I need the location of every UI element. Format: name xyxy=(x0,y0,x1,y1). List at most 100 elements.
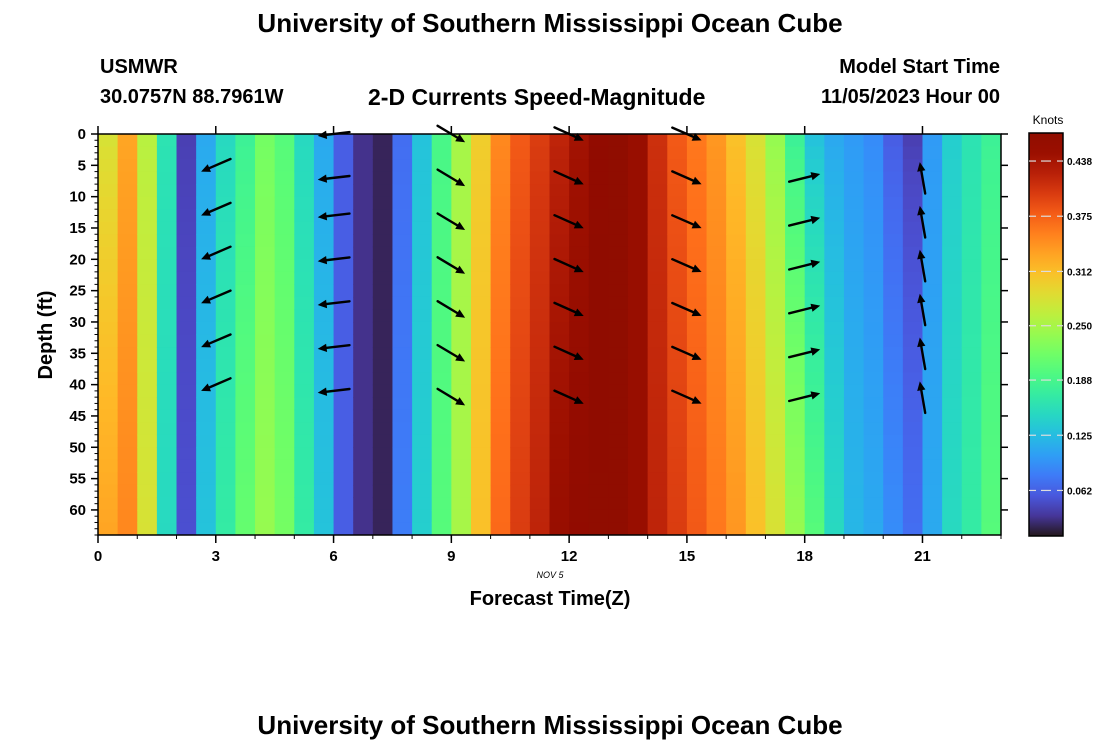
heatmap-cell xyxy=(647,146,668,160)
heatmap-cell xyxy=(529,159,551,173)
heatmap-cell xyxy=(372,296,394,311)
heatmap-cell xyxy=(863,397,884,411)
heatmap-cell xyxy=(981,484,1001,499)
heatmap-cell xyxy=(942,359,963,373)
heatmap-cell xyxy=(313,459,335,473)
heatmap-cell xyxy=(333,409,354,423)
heatmap-cell xyxy=(431,334,452,348)
heatmap-cell xyxy=(215,309,237,323)
heatmap-cell xyxy=(215,271,237,285)
heatmap-cell xyxy=(745,409,767,423)
heatmap-cell xyxy=(255,171,276,185)
heatmap-cell xyxy=(274,309,295,323)
heatmap-cell xyxy=(294,246,315,260)
heatmap-cell xyxy=(117,321,138,336)
x-tick-label: 15 xyxy=(679,548,696,565)
heatmap-cell xyxy=(372,397,394,411)
heatmap-cell xyxy=(274,246,295,260)
heatmap-cell xyxy=(588,447,609,461)
heatmap-cell xyxy=(804,372,825,386)
heatmap-cell xyxy=(392,171,413,185)
heatmap-cell xyxy=(569,459,590,473)
heatmap-cell xyxy=(196,146,217,160)
heatmap-cell xyxy=(412,221,433,235)
heatmap-cell xyxy=(843,246,865,260)
heatmap-cell xyxy=(804,472,825,486)
current-arrow xyxy=(436,387,466,406)
heatmap-cell xyxy=(470,271,492,285)
heatmap-cell xyxy=(686,347,708,361)
heatmap-cell xyxy=(961,196,982,210)
heatmap-cell xyxy=(196,309,217,323)
heatmap-cell xyxy=(156,146,178,160)
heatmap-cell xyxy=(117,184,138,198)
heatmap-cell xyxy=(294,171,315,185)
heatmap-cell xyxy=(843,134,865,148)
heatmap-cell xyxy=(156,196,178,210)
heatmap-cell xyxy=(843,372,865,386)
heatmap-cell xyxy=(961,434,982,448)
y-tick-label: 35 xyxy=(69,345,86,362)
heatmap-cell xyxy=(902,422,924,436)
heatmap-cell xyxy=(902,296,924,311)
heatmap-cell xyxy=(942,309,963,323)
heatmap-cell xyxy=(569,347,590,361)
heatmap-cell xyxy=(549,509,570,524)
y-tick-label: 45 xyxy=(69,408,86,425)
heatmap-cell xyxy=(412,171,433,185)
heatmap-cell xyxy=(706,309,727,323)
heatmap-cell xyxy=(490,372,511,386)
heatmap-cell xyxy=(255,271,276,285)
heatmap-cell xyxy=(902,484,924,499)
heatmap-cell xyxy=(549,271,570,285)
heatmap-cell xyxy=(470,359,492,373)
heatmap-cell xyxy=(628,196,649,210)
heatmap-cell xyxy=(333,321,354,336)
heatmap-cell xyxy=(510,384,531,398)
heatmap-cell xyxy=(667,497,688,511)
heatmap-cell xyxy=(510,259,531,273)
heatmap-cell xyxy=(902,309,924,323)
heatmap-cell xyxy=(824,434,845,448)
y-tick-label: 20 xyxy=(69,251,86,268)
heatmap-cell xyxy=(981,171,1001,185)
heatmap-cell xyxy=(765,459,786,473)
heatmap-cell xyxy=(804,434,825,448)
heatmap-cell xyxy=(353,359,374,373)
heatmap-cell xyxy=(843,209,865,223)
heatmap-cell xyxy=(333,159,354,173)
heatmap-cell xyxy=(98,246,119,260)
heatmap-cell xyxy=(981,146,1001,160)
heatmap-cell xyxy=(235,246,256,260)
heatmap-cell xyxy=(529,334,551,348)
heatmap-cell xyxy=(176,184,197,198)
heatmap-cell xyxy=(196,246,217,260)
heatmap-cell xyxy=(176,309,197,323)
heatmap-cell xyxy=(628,497,649,511)
heatmap-cell xyxy=(98,134,119,148)
heatmap-cell xyxy=(353,171,374,185)
heatmap-cell xyxy=(922,484,943,499)
heatmap-cell xyxy=(686,497,708,511)
heatmap-cell xyxy=(529,409,551,423)
heatmap-cell xyxy=(745,434,767,448)
heatmap-cell xyxy=(981,459,1001,473)
heatmap-cell xyxy=(981,134,1001,148)
heatmap-cell xyxy=(922,447,943,461)
chart-subtitle: 2-D Currents Speed-Magnitude xyxy=(368,84,706,110)
station-id: USMWR xyxy=(100,56,178,78)
heatmap-cell xyxy=(353,409,374,423)
heatmap-cell xyxy=(843,234,865,248)
heatmap-cell xyxy=(215,397,237,411)
heatmap-cell xyxy=(765,146,786,160)
heatmap-cell xyxy=(510,321,531,336)
heatmap-cell xyxy=(294,422,315,436)
heatmap-cell xyxy=(843,459,865,473)
current-arrow xyxy=(917,337,927,371)
heatmap-cell xyxy=(294,221,315,235)
heatmap-cell xyxy=(628,384,649,398)
heatmap-cell xyxy=(490,497,511,511)
heatmap-cell xyxy=(156,384,178,398)
heatmap-cell xyxy=(274,159,295,173)
heatmap-cell xyxy=(431,397,452,411)
